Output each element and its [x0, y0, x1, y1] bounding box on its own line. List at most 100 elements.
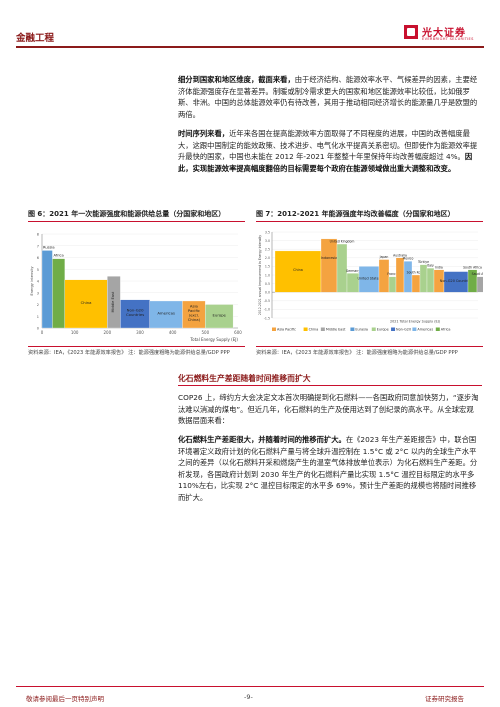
- y-tick-label: 8: [37, 233, 39, 237]
- bar: [395, 257, 405, 293]
- footer-report-type: 证券研究报告: [425, 695, 464, 703]
- legend-label: Africa: [441, 327, 451, 331]
- logo-name: 光大证券: [422, 28, 466, 39]
- logo-english: EVERBRIGHT SECURITIES: [422, 37, 474, 41]
- figure-7-source: 资料来源：IEA，《2023 年能源效率报告》 注：能源强度粗略为能源供给总量/…: [256, 350, 458, 356]
- paragraph-cross-section: 细分到国家和地区维度，截面来看，由于经济结构、能源效率水平、气候差异的因素，主要…: [178, 74, 480, 120]
- legend-label: Americas: [417, 327, 433, 331]
- y-tick-label: 2.0: [265, 256, 270, 260]
- bar-label: Africa: [53, 254, 63, 258]
- bar: [64, 279, 108, 329]
- paragraph-text: 近年来各国在提高能源效率方面取得了不同程度的进展，中国的改善幅度最大，这跟中国制…: [178, 129, 478, 161]
- y-axis-label: Energy intensity: [30, 265, 34, 295]
- legend-label: Non-G20: [396, 327, 411, 331]
- figure-6-chart: 0 1 2 3 4 5 6 7 8 0 100 200 300 400 500 600 Russia Africa…: [30, 233, 242, 343]
- bar: [120, 299, 150, 329]
- figure-6-bottom-rule: [28, 346, 245, 347]
- paragraph-conclusion: 因此，实现能源效率提高幅度翻倍的目标需要每个政府在能源领域做出重大调整和改变。: [178, 152, 473, 173]
- bar-label: Americas: [157, 310, 175, 315]
- y-tick-label: 3: [37, 291, 39, 295]
- y-tick-label: 1.0: [265, 273, 270, 277]
- header-section-title: 金融工程: [16, 33, 55, 44]
- bar: [378, 259, 390, 293]
- legend-swatch: [412, 327, 417, 331]
- bar-label: Pacific: [188, 308, 200, 313]
- y-tick-label: 0.5: [265, 282, 270, 286]
- footer-divider: [16, 686, 484, 687]
- y-tick-label: 2.5: [265, 248, 270, 252]
- bar-label: Middle East: [111, 291, 115, 312]
- y-tick-label: 6: [37, 256, 39, 260]
- legend-label: Eurasia: [355, 327, 368, 331]
- figure-6-caption: 图 6：2021 年一次能源强度和能源供给总量（分国家和地区）: [28, 210, 226, 218]
- y-tick-label: 1: [37, 315, 39, 319]
- y-tick-label: 0.0: [265, 291, 270, 295]
- page-number: -9-: [244, 693, 253, 701]
- legend-label: China: [309, 327, 319, 331]
- bar-label: United States: [358, 276, 381, 280]
- bar-label: South Korea: [407, 271, 426, 275]
- bar: [411, 274, 421, 293]
- bar: [403, 261, 413, 293]
- bar: [336, 243, 348, 293]
- figure-6-rule: [28, 221, 245, 222]
- logo-icon: [404, 25, 418, 39]
- paragraph-time-series: 时间序列来看，近年来各国在提高能源效率方面取得了不同程度的进展，中国的改善幅度最…: [178, 128, 480, 174]
- paragraph-lead: 化石燃料生产差距很大，并随着时间的推移而扩大。: [178, 435, 346, 444]
- paragraph-lead: 时间序列来看，: [178, 129, 230, 138]
- x-tick-label: 0: [41, 330, 44, 335]
- bar-label: Mexico: [403, 257, 414, 261]
- figure-7-rule: [256, 221, 483, 222]
- legend-label: Middle East: [326, 327, 346, 331]
- bar-label: Australia: [393, 253, 407, 257]
- section-rule: [178, 385, 482, 386]
- x-tick-label: 400: [169, 330, 177, 335]
- bar-label: Asia: [190, 304, 198, 309]
- bar: [426, 267, 435, 293]
- bar-label: South Africa: [463, 265, 482, 269]
- legend-label: Europe: [377, 327, 389, 331]
- bar-label: Non-G20: [127, 308, 144, 313]
- x-tick-label: 500: [202, 330, 210, 335]
- figure-7-caption: 图 7：2012-2021 年能源强度年均改善幅度（分国家和地区）: [256, 210, 455, 218]
- footer-disclaimer: 敬请参阅最后一页特别声明: [26, 695, 104, 703]
- paragraph-cop26: COP26 上，缔约方大会决定文本首次明确提到化石燃料——各国政府同意加快努力，…: [178, 393, 479, 425]
- bar: [320, 238, 338, 293]
- section-title: 化石燃料生产差距随着时间推移而扩大: [178, 374, 311, 383]
- bar-label: Germany: [346, 269, 360, 273]
- bar: [419, 264, 428, 293]
- bar-label: Europe: [213, 312, 227, 317]
- y-tick-label: 1.5: [265, 265, 270, 269]
- y-tick-label: 2: [37, 303, 39, 307]
- bar-label: Russia: [43, 245, 55, 249]
- y-tick-label: -0.5: [264, 299, 270, 303]
- paragraph-text: 由于经济结构、能源效率水平、气候差异的因素，主要经济体能源强度存在显著差异。制暖…: [178, 75, 478, 119]
- legend-swatch: [320, 327, 325, 331]
- paragraph-text: 在《2023 年生产差距报告》中，联合国环境署定义政府计划的化石燃料产量与将全球…: [178, 435, 478, 502]
- paragraph-lead: 细分到国家和地区维度，截面来看，: [178, 75, 295, 84]
- bar: [41, 250, 53, 329]
- bar-label: China: [293, 268, 303, 272]
- bar: [205, 304, 234, 329]
- x-tick-label: 300: [136, 330, 144, 335]
- legend-label: Asia Pacific: [277, 327, 296, 331]
- figure-7-bottom-rule: [256, 346, 483, 347]
- bar-label: (excl.: [189, 313, 199, 318]
- legend-swatch: [391, 327, 396, 331]
- bar-label: Türkiye: [417, 260, 429, 264]
- y-axis-label: 2012-2021 annual improvement in Energy I…: [258, 235, 262, 315]
- y-tick-label: -1.0: [264, 308, 270, 312]
- bar-label: Italy: [427, 264, 434, 268]
- y-tick-label: 4: [37, 280, 40, 284]
- x-axis-label: 2021 Total Energy Supply (EJ): [390, 320, 441, 324]
- legend-swatch: [350, 327, 355, 331]
- bar: [149, 300, 183, 329]
- bar: [388, 276, 397, 293]
- bar-label: India: [435, 265, 443, 269]
- legend-swatch: [435, 327, 440, 331]
- x-tick-label: 200: [104, 330, 112, 335]
- bar-label: United Kingdom: [330, 240, 355, 244]
- bar-label: Indonesia: [321, 256, 337, 260]
- figure-6-source: 资料来源：IEA，《2023 年能源效率报告》 注：能源强度粗略为能源供给总量/…: [28, 350, 230, 356]
- bar-label: France: [387, 272, 397, 276]
